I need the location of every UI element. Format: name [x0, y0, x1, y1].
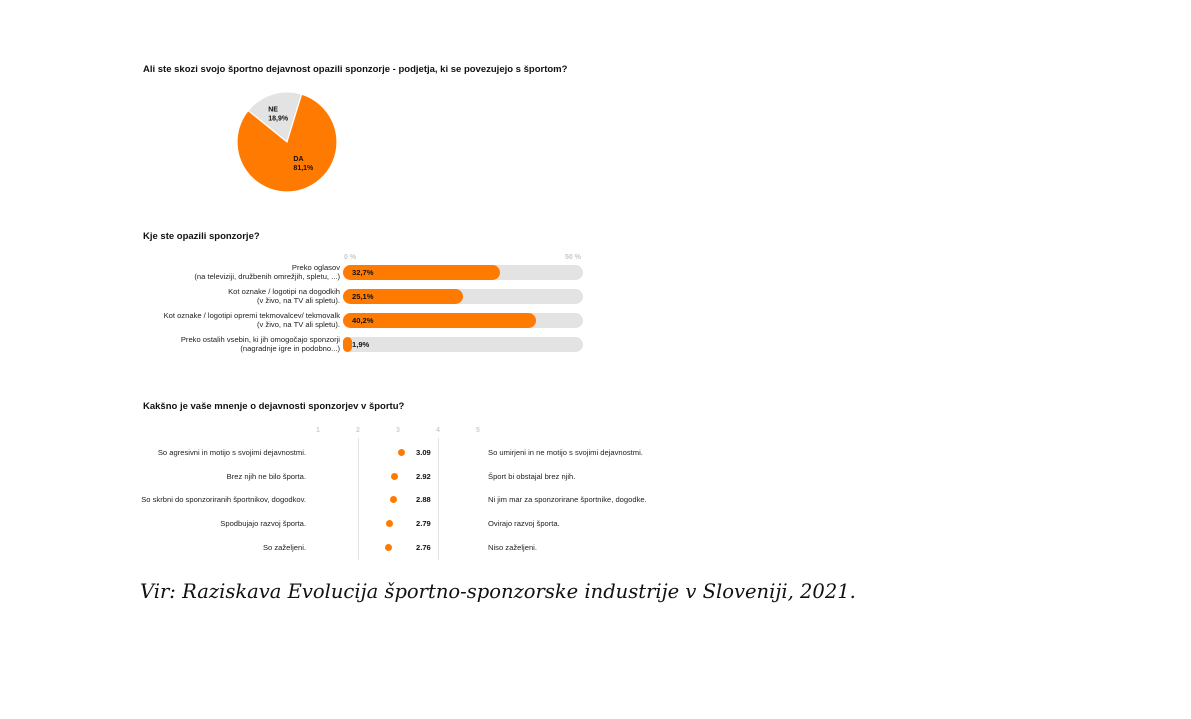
bar-axis-tick-min: 0 %	[344, 254, 357, 261]
opinion-value-label: 2.88	[416, 495, 431, 504]
opinion-left-label: So skrbni do sponzoriranih športnikov, d…	[141, 495, 306, 504]
bar-category-label: Kot oznake / logotipi opremi tekmovalcev…	[80, 311, 340, 329]
bar-category-label-line: (v živo, na TV ali spletu).	[256, 296, 340, 305]
opinion-value-label: 2.92	[416, 472, 431, 481]
bar	[343, 337, 353, 352]
bar-value-label: 25,1%	[352, 292, 374, 301]
bar-value-label: 32,7%	[352, 268, 374, 277]
bar	[343, 289, 464, 304]
scale-tick-label: 4	[436, 427, 440, 434]
opinion-dot	[389, 496, 397, 503]
opinion-dot	[384, 544, 392, 551]
bar-value-label: 40,2%	[352, 316, 374, 325]
opinion-dot	[398, 449, 406, 456]
pie-label-da: DA	[293, 156, 303, 163]
opinion-right-label: So umirjeni in ne motijo s svojimi dejav…	[488, 448, 643, 457]
bar-category-label-line: Kot oznake / logotipi na dogodkih	[228, 287, 340, 296]
scale-tick-label: 2	[356, 427, 360, 434]
opinion-value-label: 3.09	[416, 448, 431, 457]
pie-slice-ne	[247, 91, 303, 144]
bar-category-label: Preko ostalih vsebin, ki jih omogočajo s…	[80, 335, 340, 353]
source-caption: Vir: Raziskava Evolucija športno-sponzor…	[140, 580, 856, 603]
opinion-dot	[386, 520, 394, 527]
scale-tick-label: 5	[476, 427, 480, 434]
bar-category-label: Preko oglasov (na televiziji, družbenih o…	[80, 263, 340, 281]
pie-label-ne: NE	[268, 106, 278, 113]
opinion-right-label: Šport bi obstajal brez njih.	[488, 472, 576, 481]
opinion-value-label: 2.76	[416, 543, 431, 552]
bar	[343, 265, 500, 280]
bar-category-label-line: (nagradnje igre in podobno...)	[240, 344, 340, 353]
opinion-chart-title: Kakšno je vaše mnenje o dejavnosti sponz…	[143, 401, 405, 412]
opinion-right-label: Niso zaželjeni.	[488, 543, 537, 552]
opinion-left-label: So zaželjeni.	[262, 543, 306, 552]
opinion-left-label: Brez njih ne bilo športa.	[226, 472, 306, 481]
opinion-right-label: Ovirajo razvoj športa.	[488, 519, 560, 528]
bar-category-label-line: (v živo, na TV ali spletu).	[256, 320, 340, 329]
pie-chart: NE 18,9% DA 81,1%	[236, 91, 338, 193]
bar-category-label-line: Preko ostalih vsebin, ki jih omogočajo s…	[180, 335, 340, 344]
bar-track	[343, 337, 583, 352]
bar	[343, 313, 536, 328]
scale-tick-label: 1	[316, 427, 320, 434]
scale-tick-label: 3	[396, 427, 400, 434]
opinion-value-label: 2.79	[416, 519, 431, 528]
opinion-right-label: Ni jim mar za sponzorirane športnike, do…	[488, 495, 647, 504]
opinion-left-label: So agresivni in motijo s svojimi dejavno…	[157, 448, 306, 457]
opinion-left-label: Spodbujajo razvoj športa.	[220, 519, 306, 528]
scale-gridline	[358, 438, 359, 560]
pie-chart-title: Ali ste skozi svojo športno dejavnost op…	[143, 64, 568, 75]
pie-value-ne: 18,9%	[268, 115, 289, 122]
bar-category-label: Kot oznake / logotipi na dogodkih (v živo…	[80, 287, 340, 305]
pie-value-da: 81,1%	[293, 165, 314, 172]
scale-gridline	[438, 438, 439, 560]
bar-category-label-line: (na televiziji, družbenih omrežjih, sple…	[194, 272, 340, 281]
bar-chart-title: Kje ste opazili sponzorje?	[143, 231, 260, 242]
pie-slice-da	[236, 93, 338, 193]
opinion-dot	[391, 473, 399, 480]
bar-axis-tick-max: 50 %	[565, 254, 581, 261]
bar-category-label-line: Preko oglasov	[291, 263, 340, 272]
bar-value-label: 1,9%	[352, 340, 370, 349]
bar-category-label-line: Kot oznake / logotipi opremi tekmovalcev…	[163, 311, 340, 320]
